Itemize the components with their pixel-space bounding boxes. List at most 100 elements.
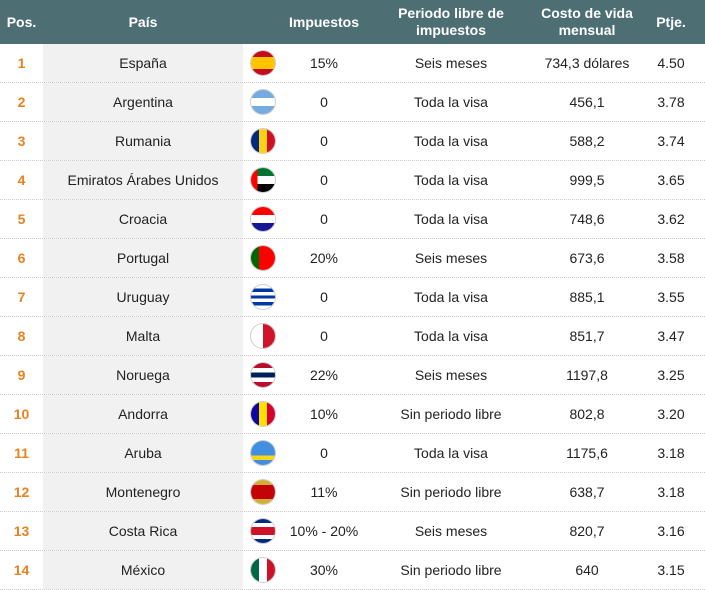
tax: 0 xyxy=(320,171,328,188)
cost: 802,8 xyxy=(569,405,605,422)
score: 3.78 xyxy=(657,93,685,110)
score: 3.62 xyxy=(657,210,685,227)
table-row: 14 México 30% Sin periodo libre 640 3.15 xyxy=(0,551,705,590)
period: Toda la visa xyxy=(414,132,488,149)
country: Andorra xyxy=(43,395,243,433)
header-cost: Costo de vida mensual xyxy=(541,5,633,38)
pos: 11 xyxy=(14,444,29,461)
tax: 0 xyxy=(320,132,328,149)
country: Rumania xyxy=(43,122,243,160)
flag-icon xyxy=(251,285,275,309)
table-row: 3 Rumania 0 Toda la visa 588,2 3.74 xyxy=(0,122,705,161)
score: 3.58 xyxy=(657,249,685,266)
header-pos: Pos. xyxy=(6,13,37,30)
flag-icon xyxy=(251,90,275,114)
country: España xyxy=(43,44,243,82)
cost: 456,1 xyxy=(569,93,605,110)
pos: 1 xyxy=(17,54,26,71)
table-row: 11 Aruba 0 Toda la visa 1175,6 3.18 xyxy=(0,434,705,473)
cost: 1175,6 xyxy=(566,444,608,461)
score: 3.18 xyxy=(657,444,685,461)
flag-icon xyxy=(251,207,275,231)
table-row: 12 Montenegro 11% Sin periodo libre 638,7 3.1… xyxy=(0,473,705,512)
score: 3.65 xyxy=(657,171,685,188)
score: 3.55 xyxy=(657,288,685,305)
tax: 0 xyxy=(320,210,328,227)
header-tax: Impuestos xyxy=(288,13,359,30)
tax: 22% xyxy=(309,366,339,383)
cost: 820,7 xyxy=(569,522,605,539)
flag-icon xyxy=(251,246,275,270)
table-row: 6 Portugal 20% Seis meses 673,6 3.58 xyxy=(0,239,705,278)
flag-icon xyxy=(251,558,275,582)
table-header: Pos. País Impuestos Periodo libre de impues… xyxy=(0,0,705,44)
country: Costa Rica xyxy=(43,512,243,550)
flag-icon xyxy=(251,402,275,426)
country: México xyxy=(43,551,243,589)
pos: 14 xyxy=(13,561,30,578)
tax: 0 xyxy=(320,288,328,305)
period: Seis meses xyxy=(414,249,488,266)
country: Emiratos Árabes Unidos xyxy=(43,161,243,199)
tax: 0 xyxy=(320,93,328,110)
period: Sin periodo libre xyxy=(400,483,502,500)
period: Seis meses xyxy=(414,522,488,539)
table-row: 13 Costa Rica 10% - 20% Seis meses 820,7 3.16 xyxy=(0,512,705,551)
period: Sin periodo libre xyxy=(400,561,502,578)
table-row: 5 Croacia 0 Toda la visa 748,6 3.62 xyxy=(0,200,705,239)
tax: 11% xyxy=(310,483,338,500)
country: Croacia xyxy=(43,200,243,238)
tax: 30% xyxy=(309,561,339,578)
table-row: 10 Andorra 10% Sin periodo libre 802,8 3.20 xyxy=(0,395,705,434)
flag-icon xyxy=(251,480,275,504)
pos: 9 xyxy=(17,366,26,383)
country: Aruba xyxy=(43,434,243,472)
pos: 12 xyxy=(13,483,30,500)
pos: 8 xyxy=(17,327,26,344)
tax: 15% xyxy=(309,54,339,71)
cost: 638,7 xyxy=(569,483,605,500)
table-row: 2 Argentina 0 Toda la visa 456,1 3.78 xyxy=(0,83,705,122)
period: Seis meses xyxy=(414,366,488,383)
flag-icon xyxy=(251,519,275,543)
score: 3.47 xyxy=(657,327,685,344)
cost: 748,6 xyxy=(569,210,605,227)
period: Seis meses xyxy=(414,54,488,71)
flag-icon xyxy=(251,51,275,75)
pos: 3 xyxy=(17,132,26,149)
cost: 885,1 xyxy=(569,288,605,305)
flag-icon xyxy=(251,363,275,387)
header-period: Periodo libre de impuestos xyxy=(398,5,504,38)
cost: 999,5 xyxy=(569,171,605,188)
tax: 0 xyxy=(320,327,328,344)
pos: 6 xyxy=(17,249,26,266)
period: Toda la visa xyxy=(414,327,488,344)
flag-icon xyxy=(251,129,275,153)
flag-icon xyxy=(251,324,275,348)
country: Malta xyxy=(43,317,243,355)
tax: 20% xyxy=(309,249,339,266)
table-row: 7 Uruguay 0 Toda la visa 885,1 3.55 xyxy=(0,278,705,317)
score: 3.15 xyxy=(657,561,685,578)
header-country: País xyxy=(128,13,158,30)
period: Toda la visa xyxy=(414,210,488,227)
score: 3.20 xyxy=(657,405,685,422)
pos: 4 xyxy=(17,171,26,188)
score: 3.74 xyxy=(657,132,685,149)
score: 3.16 xyxy=(657,522,685,539)
score: 3.25 xyxy=(657,366,685,383)
cost: 1197,8 xyxy=(566,366,608,383)
country: Noruega xyxy=(43,356,243,394)
table-row: 4 Emiratos Árabes Unidos 0 Toda la visa 999,… xyxy=(0,161,705,200)
score: 4.50 xyxy=(657,54,685,71)
period: Toda la visa xyxy=(414,288,488,305)
period: Sin periodo libre xyxy=(400,405,502,422)
table-row: 9 Noruega 22% Seis meses 1197,8 3.25 xyxy=(0,356,705,395)
pos: 7 xyxy=(17,288,26,305)
country: Argentina xyxy=(43,83,243,121)
flag-icon xyxy=(251,168,275,192)
period: Toda la visa xyxy=(414,93,488,110)
pos: 10 xyxy=(13,405,30,422)
score: 3.18 xyxy=(657,483,685,500)
